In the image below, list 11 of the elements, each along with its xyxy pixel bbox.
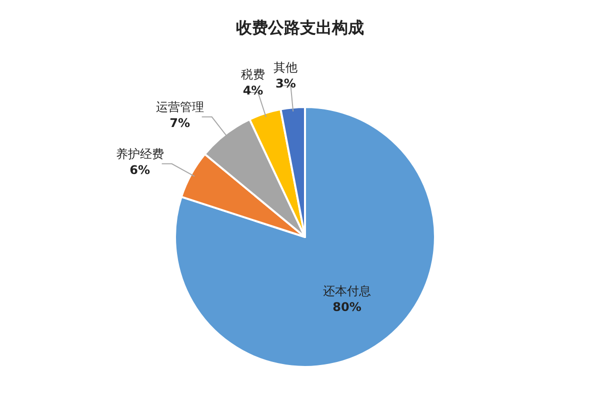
data-label: 4% (242, 83, 264, 98)
slice-label: 税费 (241, 67, 266, 82)
data-label: 80% (332, 300, 362, 314)
slice-label: 还本付息 (323, 284, 372, 298)
slice-label: 养护经费 (116, 146, 164, 161)
data-label: 7% (170, 116, 190, 130)
data-label: 6% (130, 162, 150, 177)
slice-label: 其他 (274, 60, 298, 75)
slice-label: 运营管理 (156, 100, 204, 114)
chart-title: 收费公路支出构成 (236, 18, 364, 37)
data-label: 3% (276, 76, 296, 91)
